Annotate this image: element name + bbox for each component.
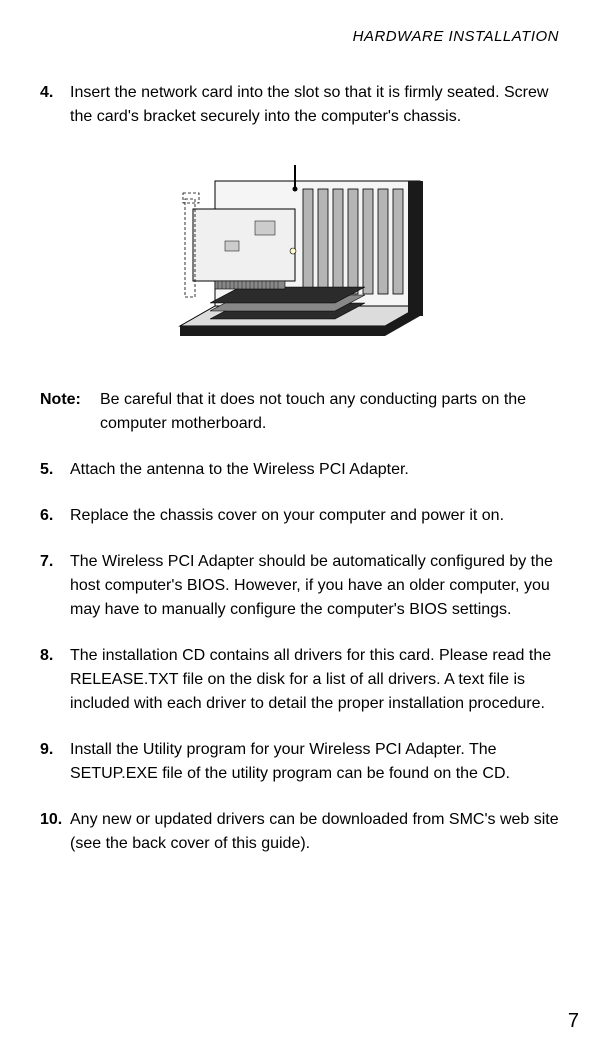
step-number: 4.	[40, 81, 70, 105]
step-text: Replace the chassis cover on your comput…	[70, 504, 559, 528]
step-10: 10. Any new or updated drivers can be do…	[40, 808, 559, 856]
page-number: 7	[568, 1010, 579, 1033]
step-number: 8.	[40, 644, 70, 668]
pci-install-illustration	[155, 151, 445, 366]
step-number: 10.	[40, 808, 70, 832]
step-number: 7.	[40, 550, 70, 574]
note-text: Be careful that it does not touch any co…	[100, 388, 559, 436]
step-number: 5.	[40, 458, 70, 482]
step-6: 6. Replace the chassis cover on your com…	[40, 504, 559, 528]
page-header: HARDWARE INSTALLATION	[40, 28, 559, 45]
step-number: 6.	[40, 504, 70, 528]
step-text: The Wireless PCI Adapter should be autom…	[70, 550, 559, 622]
note: Note: Be careful that it does not touch …	[40, 388, 559, 436]
step-number: 9.	[40, 738, 70, 762]
step-text: Attach the antenna to the Wireless PCI A…	[70, 458, 559, 482]
step-text: The installation CD contains all drivers…	[70, 644, 559, 716]
step-5: 5. Attach the antenna to the Wireless PC…	[40, 458, 559, 482]
illustration-wrap	[40, 151, 559, 366]
note-label: Note:	[40, 388, 100, 412]
step-9: 9. Install the Utility program for your …	[40, 738, 559, 786]
step-text: Insert the network card into the slot so…	[70, 81, 559, 129]
step-8: 8. The installation CD contains all driv…	[40, 644, 559, 716]
step-text: Install the Utility program for your Wir…	[70, 738, 559, 786]
step-7: 7. The Wireless PCI Adapter should be au…	[40, 550, 559, 622]
step-text: Any new or updated drivers can be downlo…	[70, 808, 559, 856]
step-4: 4. Insert the network card into the slot…	[40, 81, 559, 129]
